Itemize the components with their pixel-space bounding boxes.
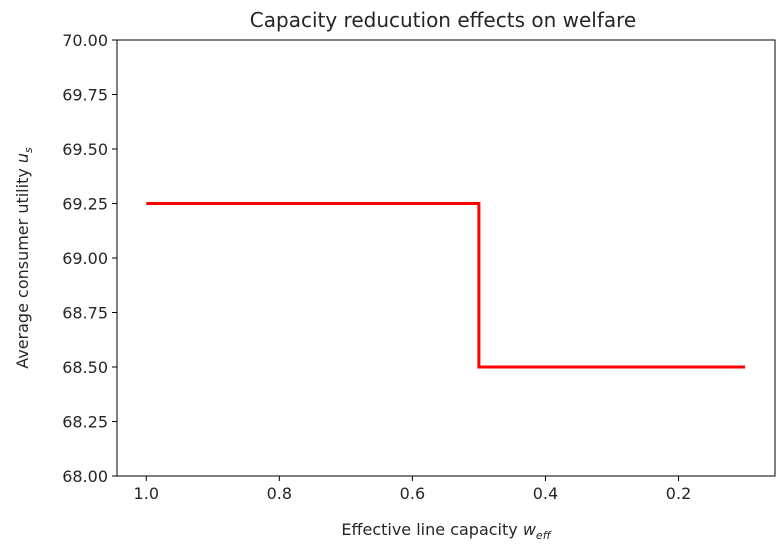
y-axis-ticks: 68.00 68.25 68.50 68.75 69.00 69.25 69.50 69.75… bbox=[62, 31, 117, 486]
series-line bbox=[146, 202, 746, 369]
plot-frame bbox=[116, 39, 776, 477]
x-axis-label-text: Effective line capacity bbox=[341, 520, 522, 539]
y-tick-label: 68.00 bbox=[62, 467, 108, 486]
y-tick-label: 69.75 bbox=[62, 86, 108, 105]
x-axis-label: Effective line capacity weff bbox=[341, 520, 551, 542]
y-axis-label-text: Average consumer utility bbox=[13, 163, 32, 369]
x-tick-label: 0.4 bbox=[533, 484, 558, 503]
y-tick-label: 70.00 bbox=[62, 31, 108, 50]
x-axis-label-sub: eff bbox=[536, 529, 552, 542]
y-axis-label: Average consumer utility us bbox=[13, 147, 35, 369]
x-tick-label: 1.0 bbox=[134, 484, 159, 503]
y-tick-label: 68.50 bbox=[62, 358, 108, 377]
x-tick-label: 0.8 bbox=[267, 484, 292, 503]
y-tick-label: 69.00 bbox=[62, 249, 108, 268]
series-group bbox=[146, 202, 746, 369]
y-tick-label: 68.75 bbox=[62, 304, 108, 323]
x-tick-label: 0.2 bbox=[666, 484, 691, 503]
y-tick-label: 69.50 bbox=[62, 140, 108, 159]
x-axis-ticks: 1.0 0.8 0.6 0.4 0.2 bbox=[134, 476, 691, 503]
x-tick-label: 0.6 bbox=[400, 484, 425, 503]
y-tick-label: 69.25 bbox=[62, 195, 108, 214]
y-tick-label: 68.25 bbox=[62, 413, 108, 432]
x-axis-label-var: w bbox=[523, 520, 537, 539]
y-axis-label-sub: s bbox=[22, 147, 35, 153]
chart-title: Capacity reducution effects on welfare bbox=[250, 8, 636, 32]
y-axis-label-var: u bbox=[13, 153, 32, 163]
